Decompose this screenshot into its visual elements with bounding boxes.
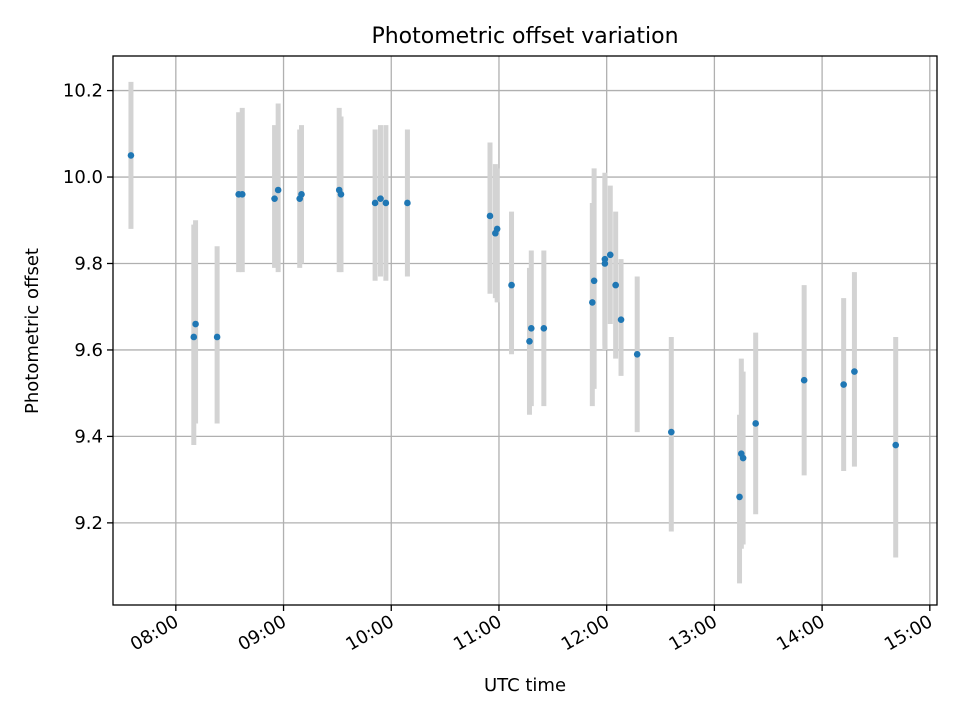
data-point [508, 281, 515, 289]
data-point [633, 350, 641, 358]
y-tick-label: 9.8 [74, 253, 103, 274]
data-point [526, 338, 533, 345]
data-point [274, 186, 282, 194]
data-point [371, 199, 379, 207]
data-point [601, 255, 609, 263]
data-point [540, 325, 548, 332]
y-tick-label: 9.4 [74, 426, 103, 447]
x-tick-label: 11:00 [450, 611, 505, 655]
y-tick-label: 9.6 [74, 340, 103, 361]
data-point [337, 191, 345, 198]
y-tick-label: 10.0 [63, 167, 103, 188]
y-tick-label: 9.2 [74, 513, 103, 534]
y-axis-label: Photometric offset [22, 248, 43, 414]
data-point [493, 225, 501, 233]
x-tick-label: 13:00 [665, 611, 720, 655]
data-point [851, 368, 858, 375]
data-points [127, 152, 900, 501]
data-point [404, 199, 411, 207]
data-point [382, 199, 390, 207]
error-bars [128, 81, 899, 584]
data-point [271, 195, 278, 202]
x-tick-label: 09:00 [235, 611, 290, 655]
data-point [192, 320, 199, 328]
data-point [840, 381, 847, 388]
y-tick-label: 10.2 [63, 81, 103, 102]
data-point [486, 212, 494, 220]
data-point [892, 441, 900, 449]
y-axis-ticks: 9.2 9.4 9.6 9.8 10.0 10.2 [63, 81, 113, 534]
data-point [800, 376, 808, 384]
x-tick-label: 10:00 [342, 611, 397, 655]
data-point [590, 277, 598, 285]
data-point [298, 191, 305, 198]
data-point [213, 333, 221, 341]
data-point [127, 152, 135, 159]
plot-frame [112, 55, 938, 606]
grid [113, 56, 937, 605]
chart-title: Photometric offset variation [371, 24, 678, 49]
data-point [527, 325, 535, 332]
data-point [739, 454, 747, 462]
x-tick-label: 15:00 [881, 611, 936, 655]
data-point [752, 420, 759, 427]
x-axis-ticks: 08:00 09:00 10:00 11:00 12:00 13:00 14:00 15:00 [127, 605, 936, 655]
data-point [377, 195, 384, 202]
data-point [736, 493, 743, 501]
data-point [617, 316, 625, 323]
data-point [612, 281, 619, 289]
x-tick-label: 14:00 [773, 611, 828, 655]
data-point [190, 333, 198, 341]
x-axis-label: UTC time [484, 675, 566, 696]
data-point [589, 299, 596, 306]
data-point [238, 191, 246, 198]
data-point [668, 428, 675, 436]
x-tick-label: 12:00 [558, 611, 613, 655]
data-point [606, 251, 614, 259]
x-tick-label: 08:00 [127, 611, 182, 655]
